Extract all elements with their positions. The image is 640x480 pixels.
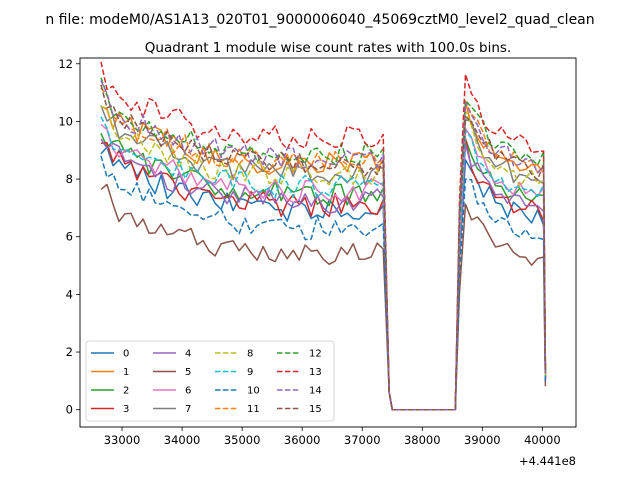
series-line-10 (100, 155, 547, 411)
legend-label: 8 (247, 349, 253, 360)
y-axis: 0 2 4 6 8 10 12 (58, 57, 80, 417)
x-tick-label: 38000 (404, 433, 441, 447)
plot-frame (79, 57, 577, 428)
legend-label: 13 (309, 367, 322, 378)
legend-label: 9 (247, 367, 253, 378)
y-tick-label: 2 (66, 345, 73, 359)
x-tick-label: 35000 (224, 433, 261, 447)
series-line-9 (100, 116, 547, 411)
x-tick-label: 36000 (284, 433, 321, 447)
x-tick-label: 39000 (464, 433, 501, 447)
y-tick-label: 12 (58, 57, 73, 71)
x-tick-label: 34000 (164, 433, 201, 447)
x-axis: 33000 34000 35000 36000 37000 38000 39000 40000 (104, 427, 561, 447)
series-line-11 (100, 87, 547, 411)
x-tick-label: 40000 (524, 433, 561, 447)
series-line-13 (100, 61, 547, 411)
legend-label: 12 (309, 349, 322, 360)
legend-label: 0 (123, 349, 129, 360)
x-tick-label: 37000 (344, 433, 381, 447)
legend-label: 1 (123, 367, 129, 378)
legend-label: 10 (247, 386, 260, 397)
legend-label: 14 (309, 386, 322, 397)
series-line-15 (100, 84, 547, 411)
legend-box (85, 340, 335, 422)
series-layer (100, 61, 547, 411)
x-offset-text: +4.441e8 (519, 454, 576, 468)
y-tick-label: 10 (58, 114, 73, 128)
y-tick-label: 4 (66, 287, 73, 301)
chart-title: Quadrant 1 module wise count rates with … (145, 40, 511, 56)
series-line-1 (100, 101, 547, 411)
legend-label: 3 (123, 404, 129, 415)
y-tick-label: 6 (66, 230, 73, 244)
legend-label: 6 (185, 386, 191, 397)
legend-label: 5 (185, 367, 191, 378)
series-line-4 (100, 138, 547, 411)
legend-label: 7 (185, 404, 191, 415)
plot-area (79, 57, 577, 428)
y-tick-label: 8 (66, 172, 73, 186)
legend-label: 4 (185, 349, 191, 360)
legend-label: 15 (309, 404, 322, 415)
legend-label: 11 (247, 404, 260, 415)
y-tick-label: 0 (66, 403, 73, 417)
legend-label: 2 (123, 386, 129, 397)
x-tick-label: 33000 (104, 433, 141, 447)
series-line-0 (100, 146, 547, 411)
figure-suptitle: n file: modeM0/AS1A13_020T01_9000006040_… (45, 12, 594, 28)
series-line-5 (100, 183, 547, 411)
